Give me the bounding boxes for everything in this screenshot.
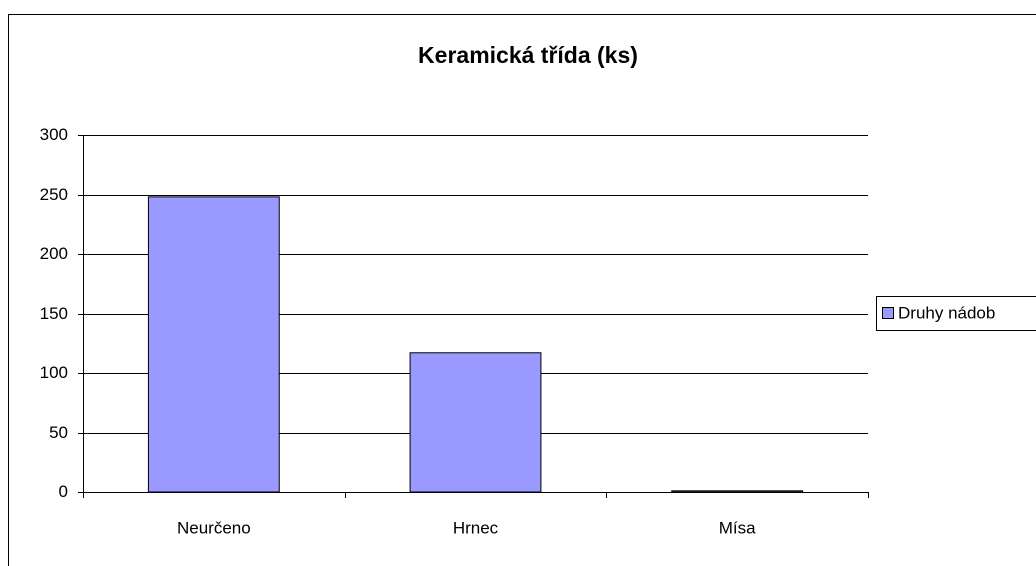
y-tick-label: 250 xyxy=(40,185,68,204)
bar xyxy=(409,352,542,493)
bar xyxy=(671,490,804,493)
x-tick-label: Neurčeno xyxy=(177,518,251,537)
y-tick-label: 50 xyxy=(49,423,68,442)
x-tick-label: Mísa xyxy=(719,518,756,537)
y-tick-label: 300 xyxy=(40,125,68,144)
legend-label: Druhy nádob xyxy=(898,303,995,322)
y-tick-label: 0 xyxy=(59,482,68,501)
bar xyxy=(147,196,280,493)
y-tick-label: 200 xyxy=(40,244,68,263)
x-tick-label: Hrnec xyxy=(453,518,499,537)
chart-title: Keramická třída (ks) xyxy=(418,42,638,68)
legend-swatch xyxy=(882,307,894,319)
y-tick-label: 100 xyxy=(40,363,68,382)
legend-box xyxy=(876,296,1036,331)
y-tick-label: 150 xyxy=(40,304,68,323)
